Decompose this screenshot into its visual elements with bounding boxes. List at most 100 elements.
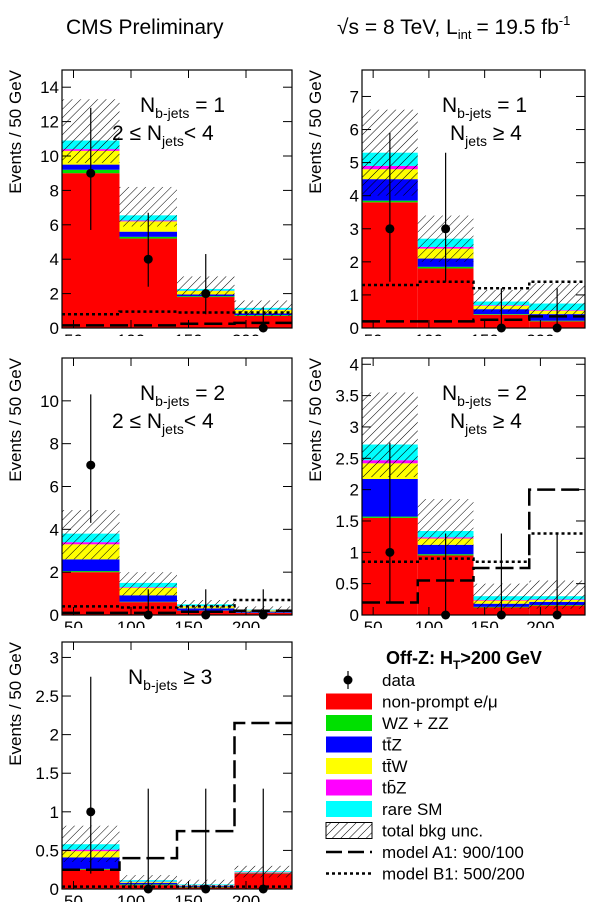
experiment-label: CMS Preliminary [66,16,224,39]
data-point [441,224,451,234]
model-a1-line [362,315,585,323]
bar-wz-zz [62,571,120,573]
y-tick-label: 4 [350,355,359,374]
x-tick-label: 200 [232,618,260,628]
data-point [86,460,96,470]
model-a1-line [62,721,292,871]
annotation-nbjets: Nb-jets = 2 [442,382,527,409]
y-tick-label: 12 [40,113,59,132]
svg-text:CMS Preliminary: CMS Preliminary [66,16,224,39]
x-tick-label: 150 [174,618,202,628]
x-tick-label: 50 [364,618,383,628]
x-tick-label: 150 [174,892,202,902]
data-point [385,224,395,234]
y-tick-label: 4 [50,250,59,269]
chart-panel-nb1-nj4: 0123456750100150200Events / 50 GeVETmiss… [306,69,586,336]
y-tick-label: 3 [350,220,359,239]
model-a1-line [62,609,292,615]
y-tick-label: 4 [350,187,359,206]
legend-swatch-bkgunc [325,822,373,839]
annotation-nbjets: Nb-jets ≥ 3 [128,666,212,693]
model-a1-line [362,488,585,604]
legend-label-nonprompt: non-prompt e/μ [382,693,498,712]
y-tick-label: 3 [50,648,59,667]
legend-label-bkgunc: total bkg unc. [382,822,483,841]
y-tick-label: 14 [40,78,59,97]
model-b1-line [362,280,585,290]
y-tick-label: 2 [50,285,59,304]
plot-frame [61,641,293,890]
chart-panel-nb1-nj2to4: 0246810121450100150200Events / 50 GeVETm… [6,69,293,336]
y-tick-label: 2.5 [35,687,59,706]
plot-frame [361,69,586,329]
y-tick-label: 0 [350,606,359,625]
svg-text:√s = 8 TeV, Lint= 19.5 fb-1: √s = 8 TeV, Lint = 19.5 fb-1 [337,13,570,42]
y-axis-label: Events / 50 GeV [6,69,25,193]
legend-swatch-wzzz [326,715,372,731]
x-tick-label: 100 [117,618,145,628]
y-tick-label: 8 [50,435,59,454]
y-tick-label: 2 [350,253,359,272]
x-tick-label: 200 [526,331,554,336]
bar-non-prompt-e- [62,572,120,615]
legend-swatch-nonprompt [326,693,372,710]
y-tick-label: 2 [350,481,359,500]
x-tick-label: 50 [64,892,83,902]
data-point [201,289,211,299]
annotation-nbjets: Nb-jets = 1 [140,94,225,121]
y-tick-label: 1 [50,803,59,822]
legend-title: Off-Z: HT>200 GeV [386,648,542,672]
y-tick-label: 4 [50,520,59,539]
lumi-sub: int [458,27,472,42]
x-tick-label: 200 [232,331,260,336]
annotation-nbjets: Nb-jets = 2 [140,382,225,409]
x-tick-label: 50 [64,618,83,628]
y-tick-label: 7 [350,87,359,106]
legend-label-tbz: tb̄Z [382,779,407,798]
data-point [86,168,96,178]
annotation-njets: 2 ≤ Njets< 4 [112,122,214,149]
y-tick-label: 0 [350,319,359,336]
legend-swatch-ttz [326,736,372,753]
chart-panel-nb2-nj4: 0 0.5 1 1.5 2 2.5 3 3.5 4 50 100 150 200 Events / 50 … [306,355,586,628]
bkg-uncertainty-band [119,572,177,596]
x-tick-label: 150 [470,618,498,628]
legend-label-wzzz: WZ + ZZ [382,714,449,733]
y-tick-label: 0 [50,319,59,336]
y-tick-label: 2 [50,563,59,582]
y-tick-label: 0 [50,880,59,899]
y-axis-label: Events / 50 GeV [306,357,325,481]
legend-swatch-raresm [326,801,372,817]
y-tick-label: 2.5 [335,449,359,468]
y-tick-label: 1 [350,286,359,305]
y-tick-label: 1.5 [335,512,359,531]
legend-label-modelA1: model A1: 900/100 [382,843,524,862]
x-tick-label: 200 [526,618,554,628]
figure-title: CMS Preliminary √s = 8 TeV, Lint = 19.5 f… [66,13,570,42]
bar-tt-z [62,559,120,572]
model-b1-line [62,310,292,316]
y-tick-label: 6 [50,216,59,235]
legend-label-modelB1: model B1: 500/200 [382,865,525,884]
legend-swatch-ttw [326,758,372,774]
y-tick-label: 0.5 [335,575,359,594]
x-tick-label: 100 [415,618,443,628]
y-tick-label: 1 [350,543,359,562]
lumi-sup: -1 [559,13,571,28]
y-tick-label: 2 [50,726,59,745]
y-tick-label: 0.5 [35,841,59,860]
model-b1-line [62,598,292,609]
energy-label: √s = 8 TeV, L [337,16,458,39]
data-point [86,807,96,817]
y-tick-label: 3.5 [335,387,359,406]
legend-label-ttz: tt̄Z [382,736,402,755]
x-tick-label: 100 [117,331,145,336]
annotation-njets: Njets ≥ 4 [450,410,522,437]
legend-swatch-tbz [326,779,372,796]
bar-non-prompt-e- [62,869,120,889]
x-tick-label: 50 [364,331,383,336]
annotation-njets: 2 ≤ Njets< 4 [112,410,214,437]
x-tick-label: 100 [117,892,145,902]
legend-label-raresm: rare SM [382,800,442,819]
